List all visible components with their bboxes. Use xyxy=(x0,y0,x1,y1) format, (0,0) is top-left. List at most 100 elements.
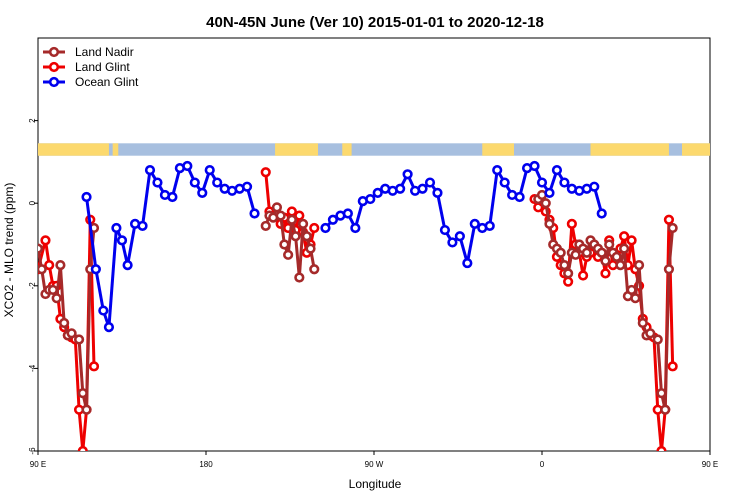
y-tick-label: 2 xyxy=(28,118,37,123)
data-point xyxy=(77,388,88,399)
data-point xyxy=(350,222,361,234)
land-mask-strip xyxy=(38,143,710,156)
data-point xyxy=(667,222,678,234)
data-point xyxy=(40,235,51,246)
data-point xyxy=(417,183,428,194)
y-tick-label: 0 xyxy=(28,200,37,205)
data-point xyxy=(559,260,570,271)
data-point xyxy=(297,218,309,229)
data-point xyxy=(98,305,109,316)
x-tick-label: 90 E xyxy=(30,460,46,469)
data-point xyxy=(492,165,503,176)
data-point xyxy=(645,328,656,339)
data-point xyxy=(439,224,451,236)
series-segment xyxy=(264,172,271,212)
data-point xyxy=(544,187,555,198)
land-segment-4 xyxy=(482,143,514,156)
x-tick-label: 180 xyxy=(199,460,213,469)
data-point xyxy=(395,183,406,194)
legend-marker xyxy=(48,76,60,88)
data-point xyxy=(663,214,675,225)
data-point xyxy=(38,243,44,254)
data-point xyxy=(59,317,70,329)
data-point xyxy=(589,181,600,192)
data-point xyxy=(290,231,301,242)
series-segment xyxy=(656,339,663,394)
series-segment xyxy=(663,269,671,410)
series-land-nadir xyxy=(38,189,678,415)
data-point xyxy=(144,165,156,176)
data-point xyxy=(484,220,495,232)
land-segment-2 xyxy=(275,143,318,156)
data-point xyxy=(283,249,294,260)
data-point xyxy=(544,218,555,229)
land-segment-6 xyxy=(682,143,710,156)
series-segment xyxy=(667,227,675,270)
series-ocean-glint xyxy=(81,160,607,333)
data-point xyxy=(249,208,260,219)
data-point xyxy=(637,317,648,329)
data-point xyxy=(88,361,100,372)
data-point xyxy=(656,445,667,451)
series-segment xyxy=(85,269,92,410)
y-axis-label: XCO2 - MLO trend (ppm) xyxy=(2,183,16,318)
data-point xyxy=(454,231,465,242)
x-tick-label: 90 E xyxy=(702,460,718,469)
series-segment xyxy=(141,169,152,227)
data-point xyxy=(103,322,115,333)
data-point xyxy=(44,260,55,271)
data-point xyxy=(402,169,413,180)
data-point xyxy=(600,268,611,279)
data-point xyxy=(570,249,581,260)
series-segment xyxy=(126,223,137,266)
series-segment xyxy=(435,192,447,231)
series-segment xyxy=(659,409,667,451)
series-segment xyxy=(58,265,66,324)
data-point xyxy=(600,255,611,267)
data-point xyxy=(566,218,577,229)
series-segment xyxy=(81,409,89,451)
data-point xyxy=(514,191,525,203)
series-segment xyxy=(297,223,305,278)
data-point xyxy=(604,239,615,250)
data-point xyxy=(581,247,592,258)
data-point xyxy=(90,264,101,275)
data-point xyxy=(626,235,637,246)
data-point xyxy=(309,222,320,234)
series-segment xyxy=(73,339,81,410)
x-tick-label: 0 xyxy=(540,460,545,469)
chart-title: 40N-45N June (Ver 10) 2015-01-01 to 2020… xyxy=(206,14,544,31)
data-point xyxy=(529,160,540,172)
series-land-glint xyxy=(38,167,678,451)
data-point xyxy=(499,177,510,188)
data-point xyxy=(66,328,77,339)
data-point xyxy=(619,231,630,242)
data-point xyxy=(563,268,574,279)
data-point xyxy=(615,260,626,271)
data-point xyxy=(38,264,47,275)
series-segment xyxy=(637,265,645,324)
data-point xyxy=(279,239,290,250)
y-tick-label: -4 xyxy=(28,364,37,372)
data-point xyxy=(260,167,271,178)
data-point xyxy=(260,220,271,232)
data-point xyxy=(241,181,253,192)
series-segment xyxy=(488,169,499,227)
data-point xyxy=(559,177,570,188)
data-point xyxy=(342,208,353,219)
data-point xyxy=(204,165,215,176)
data-point xyxy=(122,260,133,271)
data-point xyxy=(630,293,641,304)
data-point xyxy=(577,270,589,281)
data-point xyxy=(619,243,630,254)
data-point xyxy=(611,251,622,262)
series-segment xyxy=(667,219,675,367)
data-point xyxy=(667,361,678,372)
series-segment xyxy=(94,269,105,311)
data-point xyxy=(116,235,128,246)
data-point xyxy=(305,243,316,254)
data-point xyxy=(294,272,305,283)
data-point xyxy=(286,214,297,225)
